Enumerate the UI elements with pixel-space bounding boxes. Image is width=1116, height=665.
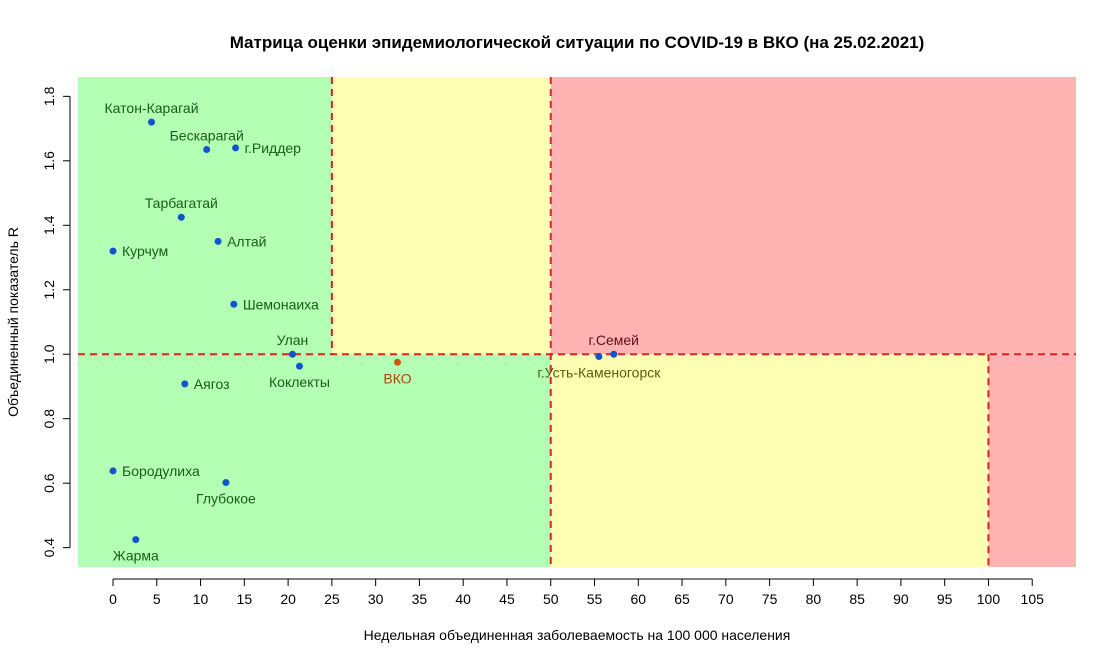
x-tick-label-9: 45 <box>499 591 515 607</box>
y-tick-label-1: 0.6 <box>41 473 57 493</box>
y-tick-label-6: 1.6 <box>41 151 57 171</box>
point-label-0: Катон-Карагай <box>105 100 199 116</box>
y-tick-label-0: 0.4 <box>41 538 57 558</box>
point-label-14: Глубокое <box>196 491 256 507</box>
x-tick-label-7: 35 <box>412 591 428 607</box>
point-7 <box>288 350 296 358</box>
x-tick-label-4: 20 <box>280 591 296 607</box>
chart-title: Матрица оценки эпидемиологической ситуац… <box>230 33 925 52</box>
zone-2 <box>550 77 1076 355</box>
point-label-11: г.Семей <box>589 332 639 348</box>
point-3 <box>177 213 185 221</box>
x-tick-label-11: 55 <box>587 591 603 607</box>
zone-0 <box>78 77 332 355</box>
point-12 <box>595 352 603 360</box>
risk-zones <box>78 77 1076 567</box>
y-axis-title: Объединенный показатель R <box>5 227 21 417</box>
point-label-7: Улан <box>277 332 309 348</box>
point-label-12: г.Усть-Каменогорск <box>537 364 661 380</box>
zone-4 <box>550 354 989 567</box>
point-label-2: г.Риддер <box>245 140 302 156</box>
point-2 <box>232 144 240 152</box>
point-0 <box>148 118 156 126</box>
point-9 <box>181 380 189 388</box>
y-tick-label-7: 1.8 <box>41 86 57 106</box>
x-tick-label-12: 60 <box>630 591 646 607</box>
point-label-10: ВКО <box>383 370 411 386</box>
x-tick-label-13: 65 <box>674 591 690 607</box>
point-label-6: Шемонаиха <box>243 296 319 312</box>
point-label-15: Жарма <box>113 548 159 564</box>
y-tick-label-2: 0.8 <box>41 409 57 429</box>
zone-3 <box>78 354 551 567</box>
point-4 <box>214 237 222 245</box>
point-13 <box>109 467 117 475</box>
x-tick-label-8: 40 <box>455 591 471 607</box>
x-tick-label-14: 70 <box>718 591 734 607</box>
zone-5 <box>988 354 1076 567</box>
x-tick-label-2: 10 <box>193 591 209 607</box>
zone-1 <box>331 77 551 355</box>
point-8 <box>295 362 303 370</box>
x-tick-label-6: 30 <box>368 591 384 607</box>
x-tick-label-5: 25 <box>324 591 340 607</box>
x-tick-label-3: 15 <box>237 591 253 607</box>
point-10 <box>394 358 402 366</box>
point-15 <box>132 536 140 544</box>
y-tick-label-5: 1.4 <box>41 215 57 235</box>
point-5 <box>109 247 117 255</box>
x-tick-label-0: 0 <box>109 591 117 607</box>
x-axis-title: Недельная объединенная заболеваемость на… <box>364 627 791 643</box>
axes: 0 5 10 15 20 25 30 35 40 45 50 55 60 65 70 75 80 85 90 95 10… <box>41 86 1044 607</box>
point-11 <box>610 350 618 358</box>
x-tick-label-1: 5 <box>153 591 161 607</box>
point-1 <box>203 146 211 154</box>
x-tick-label-15: 75 <box>762 591 778 607</box>
point-label-8: Коклекты <box>269 374 330 390</box>
x-tick-label-17: 85 <box>849 591 865 607</box>
point-label-1: Бескарагай <box>170 128 244 144</box>
x-tick-label-21: 105 <box>1021 591 1045 607</box>
point-label-9: Аягоз <box>194 376 230 392</box>
x-tick-label-18: 90 <box>893 591 909 607</box>
x-tick-label-10: 50 <box>543 591 559 607</box>
point-label-13: Бородулиха <box>122 463 200 479</box>
threshold-lines <box>78 77 1076 567</box>
x-tick-label-20: 100 <box>977 591 1001 607</box>
x-tick-label-16: 80 <box>806 591 822 607</box>
point-6 <box>230 300 238 308</box>
point-label-5: Курчум <box>122 243 168 259</box>
point-label-4: Алтай <box>227 233 266 249</box>
point-label-3: Тарбагатай <box>145 195 218 211</box>
point-14 <box>222 479 230 487</box>
x-tick-label-19: 95 <box>937 591 953 607</box>
y-tick-label-3: 1.0 <box>41 344 57 364</box>
y-tick-label-4: 1.2 <box>41 280 57 300</box>
